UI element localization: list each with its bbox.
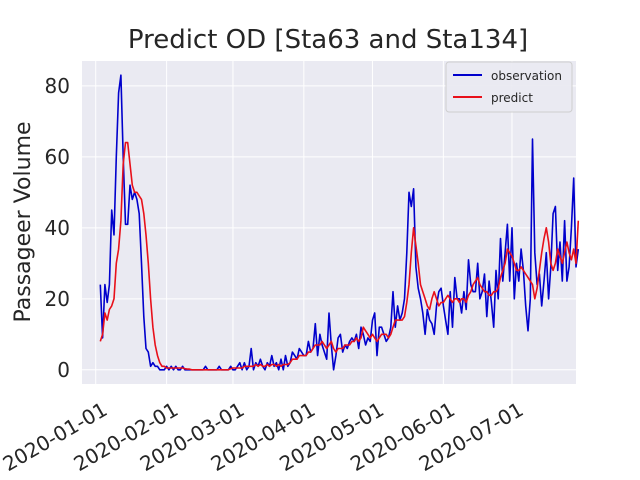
y-tick-label: 60 xyxy=(45,145,70,169)
grid xyxy=(82,61,576,384)
y-tick-label: 0 xyxy=(57,358,70,382)
legend: observation predict xyxy=(445,61,573,113)
y-tick-label: 40 xyxy=(45,216,70,240)
legend-label-observation: observation xyxy=(491,69,562,83)
legend-label-predict: predict xyxy=(491,91,533,105)
y-axis-label: Passageer Volume xyxy=(11,121,36,322)
y-tick-label: 80 xyxy=(45,74,70,98)
y-tick-label: 20 xyxy=(45,287,70,311)
x-tick-labels: 2020-01-012020-02-012020-03-012020-04-01… xyxy=(0,397,527,476)
chart-title: Predict OD [Sta63 and Sta134] xyxy=(128,25,528,55)
plot-background xyxy=(82,61,576,384)
series-line-predict xyxy=(99,141,580,371)
series-lines xyxy=(99,74,580,371)
y-tick-labels: 0 20 40 60 80 xyxy=(45,74,70,382)
